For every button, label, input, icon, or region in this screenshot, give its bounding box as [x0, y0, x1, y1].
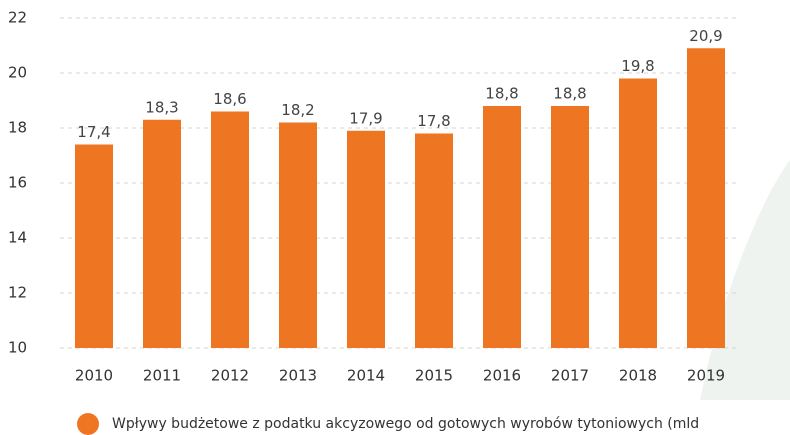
x-tick-label: 2015 — [415, 367, 453, 385]
bar — [211, 111, 249, 348]
y-tick-label: 12 — [8, 284, 27, 302]
y-tick-label: 18 — [8, 119, 27, 137]
y-tick-label: 10 — [8, 339, 27, 357]
bar — [347, 130, 385, 348]
x-tick-label: 2013 — [279, 367, 317, 385]
bar — [75, 144, 113, 348]
value-label: 18,8 — [553, 85, 586, 103]
bar — [619, 78, 657, 348]
value-label: 17,9 — [349, 109, 382, 127]
value-label: 18,2 — [281, 101, 314, 119]
bar — [279, 122, 317, 348]
y-tick-label: 20 — [8, 64, 27, 82]
y-tick-label: 16 — [8, 174, 27, 192]
y-tick-label: 22 — [8, 9, 27, 27]
x-tick-label: 2011 — [143, 367, 181, 385]
value-label: 19,8 — [621, 57, 654, 75]
legend-label: Wpływy budżetowe z podatku akcyzowego od… — [112, 416, 699, 432]
x-tick-label: 2018 — [619, 367, 657, 385]
x-tick-label: 2017 — [551, 367, 589, 385]
x-tick-label: 2019 — [687, 367, 725, 385]
x-tick-label: 2010 — [75, 367, 113, 385]
bar — [483, 106, 521, 348]
y-tick-label: 14 — [8, 229, 27, 247]
x-tick-label: 2016 — [483, 367, 521, 385]
bar — [415, 133, 453, 348]
legend-marker — [77, 413, 99, 435]
bar — [143, 119, 181, 348]
value-label: 20,9 — [689, 27, 722, 45]
value-label: 18,6 — [213, 90, 246, 108]
bar — [687, 48, 725, 348]
x-tick-label: 2012 — [211, 367, 249, 385]
value-label: 17,8 — [417, 112, 450, 130]
value-label: 18,8 — [485, 85, 518, 103]
bar — [551, 106, 589, 348]
x-tick-label: 2014 — [347, 367, 385, 385]
value-label: 18,3 — [145, 98, 178, 116]
value-label: 17,4 — [77, 123, 110, 141]
